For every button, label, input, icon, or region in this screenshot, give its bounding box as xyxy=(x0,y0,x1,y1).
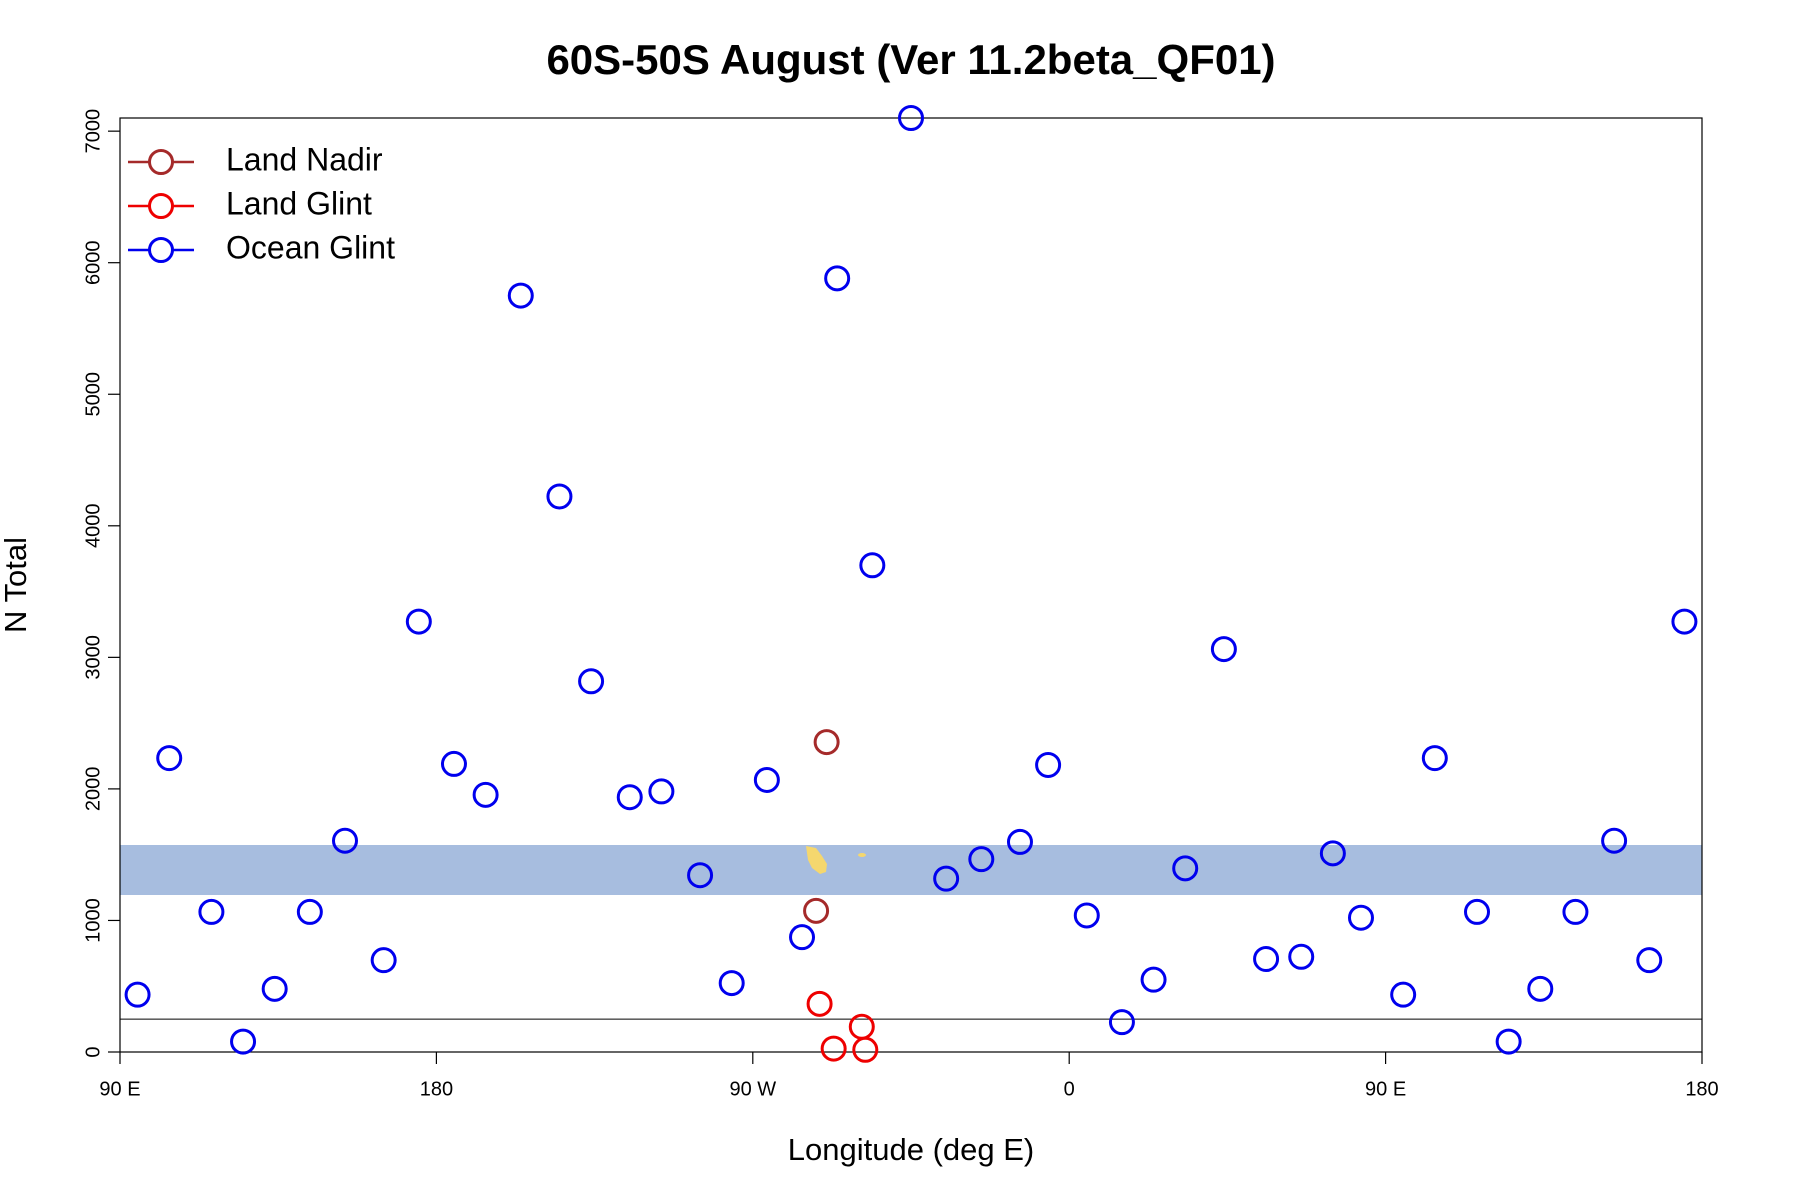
data-point xyxy=(1347,904,1374,931)
data-point xyxy=(687,862,714,889)
map-band xyxy=(120,845,1702,895)
data-point xyxy=(1671,608,1698,635)
data-point xyxy=(1562,898,1589,925)
data-point xyxy=(1253,945,1280,972)
data-point xyxy=(124,981,151,1008)
data-point xyxy=(1172,855,1199,882)
data-point xyxy=(806,990,833,1017)
x-tick-label: 90 E xyxy=(1365,1078,1406,1100)
legend-label: Land Nadir xyxy=(226,141,383,177)
map-land xyxy=(858,853,866,857)
data-point xyxy=(261,975,288,1002)
y-tick-label: 5000 xyxy=(82,372,104,417)
data-point xyxy=(472,781,499,808)
legend-marker xyxy=(148,149,174,175)
y-tick-label: 3000 xyxy=(82,635,104,680)
x-tick-label: 180 xyxy=(420,1078,453,1100)
data-point xyxy=(852,1036,879,1063)
data-point xyxy=(718,970,745,997)
data-point xyxy=(1421,745,1448,772)
data-point xyxy=(1527,975,1554,1002)
data-point xyxy=(1210,636,1237,663)
data-point xyxy=(198,898,225,925)
data-point xyxy=(1006,828,1033,855)
data-point xyxy=(753,766,780,793)
data-point xyxy=(156,745,183,772)
y-tick-label: 6000 xyxy=(82,240,104,285)
map-land xyxy=(806,846,827,874)
data-point xyxy=(789,924,816,951)
x-tick-label: 180 xyxy=(1685,1078,1718,1100)
data-point xyxy=(616,784,643,811)
data-point xyxy=(1288,943,1315,970)
plot-frame xyxy=(119,117,1703,1053)
data-point xyxy=(1464,898,1491,925)
y-axis-label: N Total xyxy=(0,537,33,633)
data-point xyxy=(813,729,840,756)
data-point xyxy=(824,265,851,292)
legend-label: Ocean Glint xyxy=(226,229,395,265)
data-point xyxy=(331,827,358,854)
data-point xyxy=(968,846,995,873)
data-point xyxy=(1073,902,1100,929)
data-point xyxy=(405,608,432,635)
y-tick-label: 7000 xyxy=(82,109,104,154)
chart-title: 60S-50S August (Ver 11.2beta_QF01) xyxy=(546,36,1275,83)
x-tick-label: 90 E xyxy=(99,1078,140,1100)
y-tick-label: 0 xyxy=(82,1046,104,1057)
data-point xyxy=(296,898,323,925)
data-point xyxy=(578,668,605,695)
data-point xyxy=(803,897,830,924)
x-tick-label: 90 W xyxy=(729,1078,776,1100)
x-axis-label: Longitude (deg E) xyxy=(788,1132,1034,1167)
legend-marker xyxy=(148,193,174,219)
data-point xyxy=(1319,840,1346,867)
x-tick-label: 0 xyxy=(1064,1078,1075,1100)
y-tick-label: 1000 xyxy=(82,898,104,943)
legend-label: Land Glint xyxy=(226,185,372,221)
data-point xyxy=(1140,966,1167,993)
data-point xyxy=(898,105,924,131)
data-point xyxy=(546,483,573,510)
data-point xyxy=(648,778,675,805)
legend-marker xyxy=(148,237,174,263)
data-point xyxy=(440,750,467,777)
data-point xyxy=(1636,947,1663,974)
y-tick-label: 2000 xyxy=(82,767,104,812)
y-tick-label: 4000 xyxy=(82,504,104,549)
data-point xyxy=(370,947,397,974)
data-point xyxy=(230,1028,257,1055)
data-point xyxy=(1108,1009,1135,1036)
data-point xyxy=(859,552,886,579)
data-point xyxy=(820,1035,847,1062)
data-point xyxy=(507,282,534,309)
data-point xyxy=(1601,827,1628,854)
data-point xyxy=(933,865,960,892)
data-point xyxy=(1035,751,1062,778)
data-point xyxy=(1495,1028,1522,1055)
data-point xyxy=(1390,981,1417,1008)
